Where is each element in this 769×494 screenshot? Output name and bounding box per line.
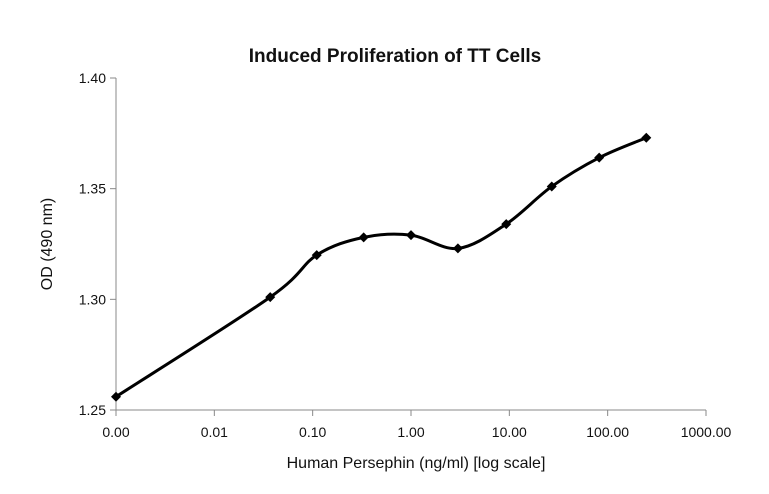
- x-tick-label: 0.00: [102, 424, 129, 440]
- data-point-6: [501, 219, 512, 230]
- x-tick-label: 10.00: [492, 424, 527, 440]
- x-axis-ticks: 0.00 0.01 0.10 1.00 10.00 100.00 1000.00: [102, 410, 732, 440]
- x-tick-label: 0.01: [201, 424, 228, 440]
- x-tick-label: 1000.00: [681, 424, 732, 440]
- x-tick-label: 1.00: [397, 424, 424, 440]
- data-markers: [111, 132, 652, 402]
- data-point-3: [358, 232, 369, 243]
- data-point-5: [452, 243, 463, 254]
- data-point-8: [594, 152, 605, 163]
- y-axis-ticks: 1.25 1.30 1.35 1.40: [79, 70, 116, 418]
- y-tick-label: 1.35: [79, 181, 106, 197]
- data-point-0: [111, 391, 121, 402]
- chart-title: Induced Proliferation of TT Cells: [249, 46, 541, 67]
- x-tick-label: 100.00: [586, 424, 629, 440]
- data-point-1: [265, 292, 276, 303]
- y-tick-label: 1.30: [79, 291, 106, 307]
- x-axis-label: Human Persephin (ng/ml) [log scale]: [287, 455, 546, 472]
- y-tick-label: 1.25: [79, 402, 106, 418]
- series-line: [114, 136, 648, 399]
- data-point-2: [311, 250, 322, 261]
- x-tick-label: 0.10: [299, 424, 326, 440]
- y-axis-label: OD (490 nm): [39, 198, 56, 290]
- data-point-9: [641, 132, 652, 143]
- data-point-7: [546, 181, 557, 192]
- data-point-4: [406, 230, 416, 241]
- y-tick-label: 1.40: [79, 70, 106, 86]
